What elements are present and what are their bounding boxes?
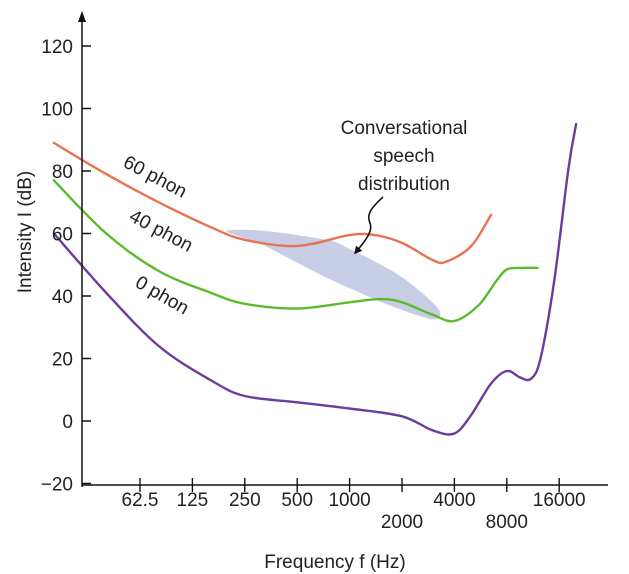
annotation-arrow	[354, 196, 384, 255]
curve-label-40-phon: 40 phon	[126, 206, 197, 257]
x-tick-label: 125	[177, 490, 209, 511]
annotation-line-2: speech	[373, 146, 434, 167]
y-tick-layer: −20 0 20 40 60 80 100 120	[41, 37, 91, 496]
x-tick-label: 8000	[486, 512, 528, 533]
y-tick-label: −20	[41, 475, 73, 496]
y-tick-label: 20	[52, 350, 73, 371]
x-axis-title: Frequency f (Hz)	[264, 552, 405, 573]
x-tick-label: 1000	[328, 490, 370, 511]
curve-label-0-phon: 0 phon	[132, 272, 193, 319]
y-tick-label: 120	[41, 37, 73, 58]
y-tick-label: 80	[52, 162, 73, 183]
x-tick-label: 2000	[381, 512, 423, 533]
annotation-line-1: Conversational	[341, 118, 468, 139]
x-tick-label: 16000	[533, 490, 586, 511]
x-tick-label: 62.5	[122, 490, 159, 511]
y-axis-title: Intensity I (dB)	[15, 171, 36, 294]
x-tick-label: 4000	[433, 490, 475, 511]
speech-distribution-layer	[226, 229, 441, 320]
y-tick-label: 0	[62, 412, 73, 433]
annotation-line-3: distribution	[358, 174, 450, 195]
y-tick-label: 40	[52, 287, 73, 308]
series-line-40-phon	[52, 179, 539, 323]
y-axis-arrow	[78, 11, 86, 22]
speech-distribution-region	[226, 229, 441, 320]
series-line-0-phon	[52, 122, 578, 436]
curve-label-60-phon: 60 phon	[120, 152, 191, 203]
x-tick-label: 500	[281, 490, 313, 511]
series-line-60-phon	[52, 141, 493, 265]
y-tick-label: 60	[52, 225, 73, 246]
y-tick-label: 100	[41, 100, 73, 121]
series-layer	[52, 122, 578, 436]
x-tick-label: 250	[229, 490, 261, 511]
